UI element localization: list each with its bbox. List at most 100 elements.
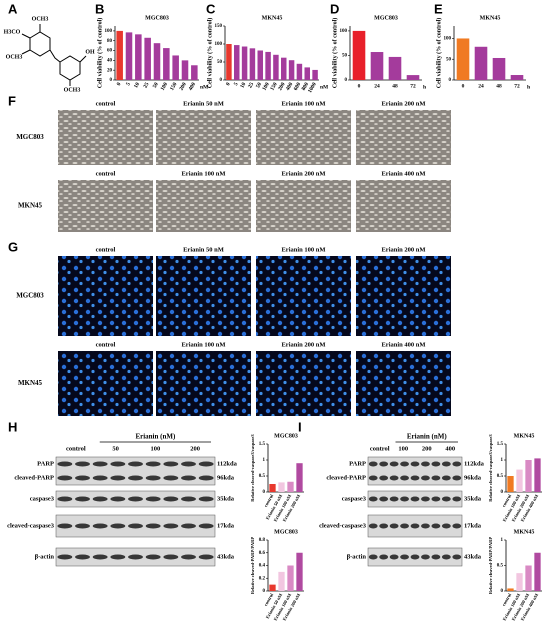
- band: [400, 554, 409, 560]
- image-label: control: [96, 100, 116, 107]
- band: [181, 523, 196, 529]
- panel-label: H: [8, 419, 17, 434]
- y-tick-label: 0: [449, 78, 452, 83]
- band: [379, 461, 389, 467]
- chart-title: MKN45: [514, 433, 535, 439]
- panel-label: A: [8, 1, 18, 16]
- bar: [191, 65, 198, 80]
- row-label: MKN45: [18, 202, 43, 210]
- size-label: 96kda: [464, 474, 482, 481]
- band: [379, 554, 389, 560]
- band: [128, 461, 143, 467]
- band: [57, 496, 73, 502]
- band: [163, 496, 179, 502]
- image-label: Erianin 200 nM: [281, 341, 325, 348]
- band: [400, 461, 409, 467]
- micrograph: [256, 351, 351, 416]
- y-tick-label: 100: [105, 29, 113, 34]
- treatment-label: Erianin (nM): [407, 433, 448, 441]
- y-tick-label: 0.5: [497, 564, 504, 569]
- chart-title: MGC803: [374, 15, 398, 21]
- x-tick-label: 72: [514, 83, 520, 89]
- band: [163, 461, 179, 467]
- x-tick-label: 50: [255, 81, 263, 89]
- chart-title: MGC803: [274, 433, 298, 439]
- chart-title: MGC803: [274, 529, 298, 535]
- panel-label: F: [8, 93, 16, 108]
- band: [421, 523, 430, 529]
- chart-title: MKN45: [480, 15, 501, 21]
- x-tick-label: 10: [133, 81, 141, 89]
- size-label: 17kda: [217, 522, 235, 529]
- bar: [534, 552, 541, 591]
- x-axis-unit: h: [527, 84, 530, 90]
- band: [379, 523, 389, 529]
- band: [198, 461, 214, 467]
- image-label: Erianin 100 nM: [181, 341, 225, 348]
- y-tick-label: 0: [501, 490, 504, 495]
- bar: [507, 588, 514, 591]
- x-tick-label: 5: [125, 81, 132, 87]
- x-tick-label: 150: [169, 81, 178, 91]
- y-tick-label: 0: [263, 589, 266, 594]
- micrograph: [156, 110, 251, 165]
- micrograph: [356, 110, 451, 165]
- band: [368, 523, 378, 529]
- y-tick-label: 0.4: [259, 564, 266, 569]
- bar: [510, 75, 524, 80]
- micrograph: [58, 256, 153, 336]
- band: [441, 523, 451, 529]
- size-label: 35kda: [464, 495, 482, 502]
- band: [441, 554, 451, 560]
- band: [441, 496, 451, 502]
- x-tick-label: 150: [269, 81, 278, 91]
- bar: [287, 565, 294, 591]
- y-tick-label: 0.5: [259, 474, 266, 479]
- panel-label: D: [330, 1, 339, 16]
- y-tick-label: 50: [342, 54, 348, 59]
- size-label: 17kda: [464, 522, 482, 529]
- x-axis-unit: h: [423, 84, 426, 90]
- image-label: Erianin 50 nM: [183, 100, 224, 107]
- micrograph: [256, 256, 351, 336]
- y-tick-label: 150: [215, 24, 223, 29]
- blot-membrane: [367, 456, 463, 486]
- bar: [525, 565, 532, 591]
- y-tick-label: 0: [501, 589, 504, 594]
- bar: [181, 60, 189, 80]
- y-tick-label: 1.5: [259, 442, 266, 447]
- band: [410, 496, 420, 502]
- band: [181, 461, 196, 467]
- band: [181, 554, 196, 560]
- bar: [257, 50, 263, 80]
- band: [57, 554, 73, 560]
- band: [110, 475, 126, 481]
- y-axis-label: Relative cleaved-PARP/PARP: [488, 537, 493, 594]
- x-tick-label: 800: [301, 81, 310, 91]
- band: [75, 475, 90, 481]
- x-tick-label: 1000: [307, 81, 318, 94]
- y-tick-label: 100: [340, 29, 348, 34]
- band: [410, 475, 420, 481]
- micrograph: [256, 180, 351, 232]
- y-tick-label: 1: [501, 538, 504, 543]
- band: [181, 475, 196, 481]
- x-tick-label: 50: [152, 81, 160, 89]
- band: [400, 496, 409, 502]
- micrograph: [156, 256, 251, 336]
- band: [128, 554, 143, 560]
- band: [389, 475, 399, 481]
- band: [452, 554, 462, 560]
- y-tick-label: 0.6: [259, 551, 266, 556]
- x-tick-label: 0: [116, 81, 123, 87]
- band: [389, 461, 399, 467]
- protein-label: cleaved-caspase3: [7, 522, 55, 529]
- band: [92, 523, 108, 529]
- bar: [125, 32, 133, 80]
- band: [92, 475, 108, 481]
- band: [92, 554, 108, 560]
- band: [368, 475, 378, 481]
- chart-title: MGC803: [145, 15, 169, 21]
- y-tick-label: 1.5: [497, 442, 504, 447]
